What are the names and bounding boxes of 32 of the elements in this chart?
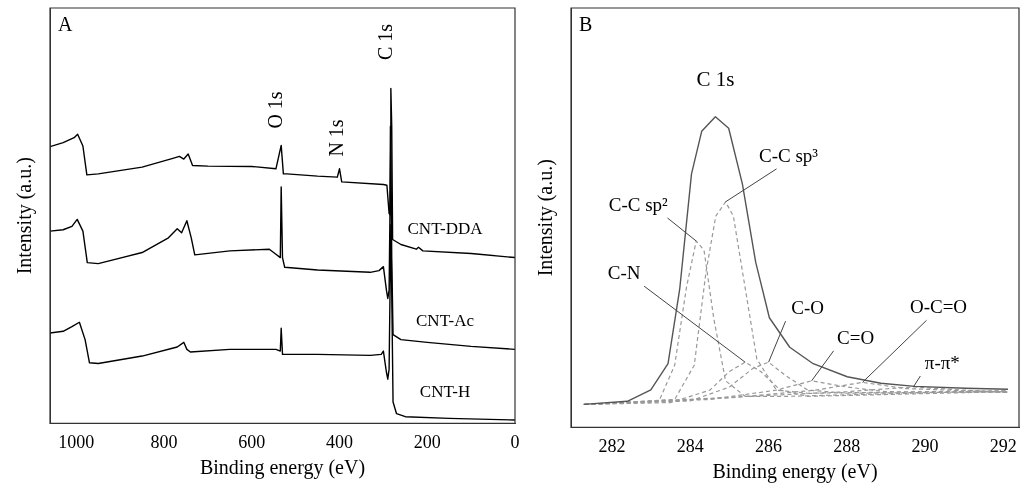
text: O-C=O bbox=[909, 296, 968, 318]
series-label: C 1s bbox=[696, 67, 735, 92]
annotation: O 1s bbox=[264, 91, 287, 129]
x-tick-label: 290 bbox=[911, 435, 939, 456]
x-tick-label: 1000 bbox=[58, 431, 95, 452]
x-tick-label: 800 bbox=[150, 431, 178, 452]
x-tick-label: 282 bbox=[598, 435, 626, 456]
text: C-C sp³ bbox=[759, 144, 819, 166]
y-axis-title: Intensity (a.u.) bbox=[534, 159, 558, 277]
x-tick-label: 286 bbox=[755, 435, 783, 456]
series-label: CNT-DDA bbox=[407, 219, 484, 239]
x-tick-label: 284 bbox=[676, 435, 704, 456]
series-label: C=O bbox=[837, 326, 875, 348]
x-tick-label: 292 bbox=[989, 435, 1017, 456]
text: C-C sp² bbox=[608, 193, 669, 215]
text: A bbox=[58, 13, 73, 36]
x-axis-title: Binding energy (eV) bbox=[199, 456, 366, 480]
text: C-N bbox=[607, 262, 641, 284]
series-label: π-π* bbox=[924, 352, 960, 373]
x-axis-title: Binding energy (eV) bbox=[712, 460, 878, 484]
text: B bbox=[579, 13, 593, 36]
y-axis-title: Intensity (a.u.) bbox=[13, 157, 37, 275]
annotation: N 1s bbox=[325, 119, 348, 157]
text: C-O bbox=[791, 297, 824, 319]
series-label: CNT-H bbox=[419, 381, 471, 401]
x-tick-label: 400 bbox=[326, 431, 354, 452]
series-label: CNT-Ac bbox=[416, 310, 475, 330]
x-tick-label: 600 bbox=[238, 431, 266, 452]
x-tick-label: 288 bbox=[833, 435, 861, 456]
text: C 1s bbox=[374, 23, 397, 61]
x-tick-label: 0 bbox=[510, 431, 520, 452]
x-tick-label: 200 bbox=[413, 431, 441, 452]
